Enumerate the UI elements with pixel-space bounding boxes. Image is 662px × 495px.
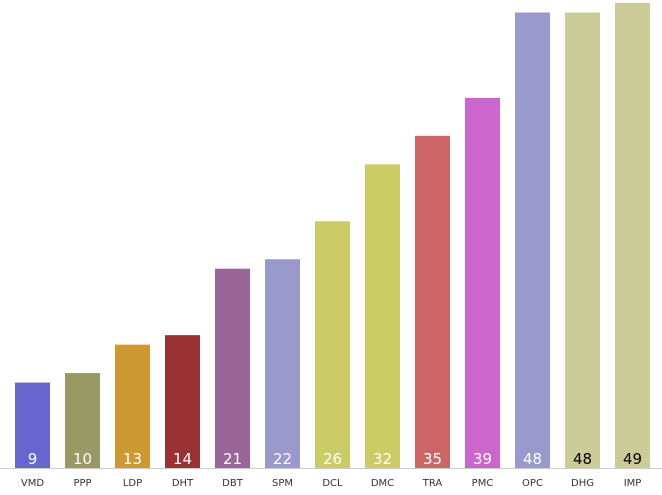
bars-group: 9 10 13 14 21 22 26 32 35 39 48 48 49 (15, 3, 650, 469)
bar-value-label: 39 (473, 450, 492, 468)
bar-spm (265, 259, 300, 468)
bar-vmd (15, 382, 50, 468)
bar-ldp (115, 344, 150, 468)
x-tick-label: LDP (123, 478, 142, 489)
x-tick-label: PPP (73, 478, 91, 489)
bar-ppp (65, 373, 100, 468)
x-tick-label: DBT (222, 478, 244, 489)
bar-value-label: 48 (523, 450, 542, 468)
bar-value-label: 32 (373, 450, 392, 468)
bar-dht (165, 335, 200, 468)
bar-value-label: 9 (28, 450, 38, 468)
x-tick-label: DHT (172, 478, 194, 489)
x-tick-label: DHG (571, 478, 594, 489)
x-tick-label: IMP (624, 478, 642, 489)
bar-value-label: 22 (273, 450, 292, 468)
x-tick-label: DMC (371, 478, 394, 489)
bar-opc (515, 12, 550, 468)
x-tick-label: TRA (422, 478, 443, 489)
bar-imp (615, 3, 650, 468)
bar-value-label: 49 (623, 450, 642, 468)
bar-dmc (365, 164, 400, 468)
bar-value-label: 35 (423, 450, 442, 468)
bar-value-label: 48 (573, 450, 592, 468)
bar-value-label: 14 (173, 450, 192, 468)
x-tick-labels: VMD PPP LDP DHT DBT SPM DCL DMC TRA PMC OPC DHG IMP (21, 478, 641, 489)
bar-dbt (215, 268, 250, 468)
bar-value-label: 13 (123, 450, 142, 468)
x-tick-label: PMC (472, 478, 494, 489)
bar-pmc (465, 97, 500, 469)
x-tick-label: DCL (322, 478, 343, 489)
bar-value-label: 10 (73, 450, 92, 468)
x-tick-label: VMD (21, 478, 44, 489)
bar-tra (415, 135, 450, 468)
bar-value-label: 21 (223, 450, 242, 468)
x-tick-label: OPC (522, 478, 543, 489)
x-tick-label: SPM (272, 478, 293, 489)
bar-dcl (315, 221, 350, 468)
bar-dhg (565, 12, 600, 468)
bar-value-label: 26 (323, 450, 342, 468)
